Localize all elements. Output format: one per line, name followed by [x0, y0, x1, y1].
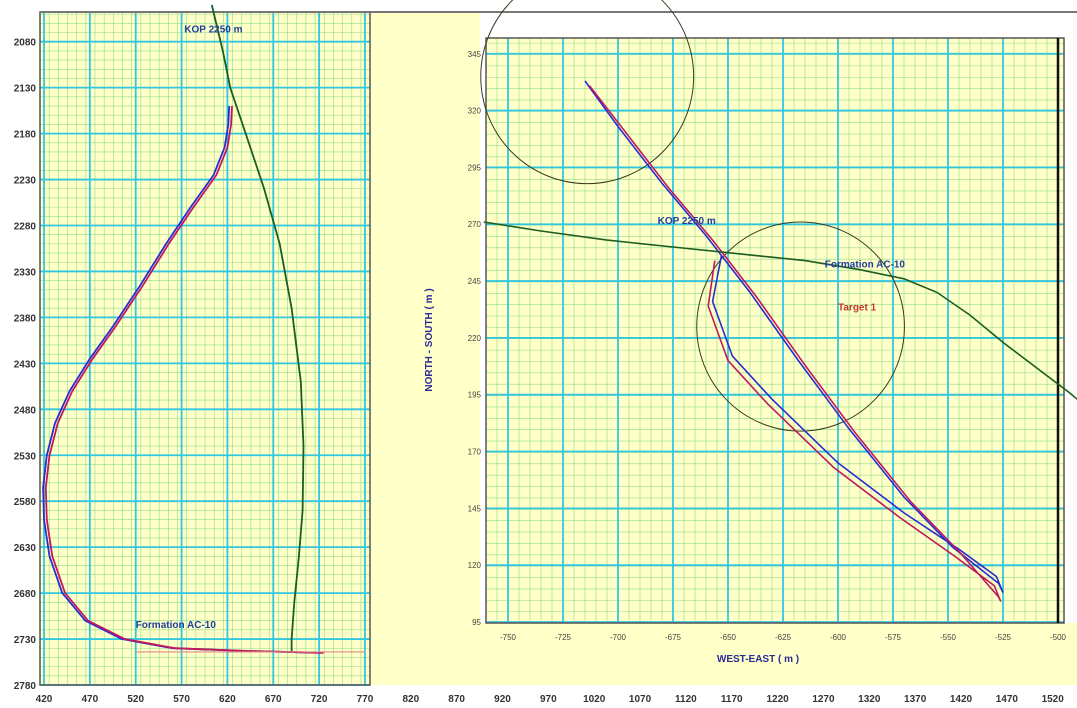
y-tick-label: 2080	[14, 38, 37, 49]
y-tick-label: 2680	[14, 589, 37, 600]
x-tick-label: 1220	[766, 694, 789, 705]
y-tick-label: 2580	[14, 497, 37, 508]
right-y-tick-label: 295	[468, 163, 482, 172]
right-x-tick-label: -650	[720, 633, 737, 642]
right-y-tick-label: 320	[468, 107, 482, 116]
x-tick-label: 1470	[996, 694, 1019, 705]
x-tick-label: 1120	[675, 694, 697, 705]
y-tick-label: 2480	[14, 405, 37, 416]
x-tick-label: 970	[540, 694, 557, 705]
annotations: KOP 2250 m Formation AC-10 KOP 2250 m Forma…	[136, 25, 906, 632]
x-tick-label: 620	[219, 694, 236, 705]
x-tick-label: 470	[82, 694, 99, 705]
tick-labels: 420 470 520 570 620 670 720 770 820 870 920 970 1020…	[14, 38, 1067, 705]
right-plot-area	[486, 38, 1064, 623]
y-tick-label: 2430	[14, 359, 37, 370]
x-tick-label: 720	[311, 694, 328, 705]
y-tick-label: 2380	[14, 313, 37, 324]
left-series-line-0	[210, 4, 305, 651]
left-panel-series	[42, 4, 365, 654]
y-tick-label: 2530	[14, 451, 37, 462]
y-tick-label: 2280	[14, 222, 37, 233]
middle-strip	[370, 12, 480, 685]
x-tick-label: 1020	[583, 694, 606, 705]
right-x-tick-label: -550	[940, 633, 957, 642]
right-y-tick-label: 245	[468, 277, 482, 286]
right-y-tick-label: 195	[468, 391, 482, 400]
right-x-tick-label: -750	[500, 633, 517, 642]
right-x-tick-label: -525	[995, 633, 1012, 642]
x-tick-label: 820	[402, 694, 419, 705]
right-x-tick-label: -625	[775, 633, 792, 642]
left-series-line-2	[44, 105, 324, 654]
x-tick-label: 420	[36, 694, 53, 705]
right-panel-grid	[485, 37, 1065, 624]
right-x-tick-label: -575	[885, 633, 902, 642]
x-tick-label: 920	[494, 694, 511, 705]
target-circle-0	[480, 0, 695, 185]
x-tick-label: 1170	[721, 694, 743, 705]
right-y-tick-label: 120	[468, 561, 482, 570]
x-tick-label: 670	[265, 694, 282, 705]
right-series-line-1	[588, 85, 1002, 602]
right-y-tick-label: 345	[468, 50, 482, 59]
right-x-tick-label: -600	[830, 633, 847, 642]
left-annotation: KOP 2250 m	[184, 25, 242, 36]
y-tick-label: 2730	[14, 635, 37, 646]
right-y-tick-label: 95	[472, 618, 481, 627]
left-series-line-1	[42, 105, 321, 654]
right-x-tick-label: -725	[555, 633, 572, 642]
left-annotation: Formation AC-10	[136, 620, 217, 631]
lower-strip	[370, 623, 1077, 685]
x-tick-label: 870	[448, 694, 465, 705]
right-panel-y-axis-label: NORTH - SOUTH ( m )	[424, 288, 435, 391]
right-plot-border	[485, 37, 1065, 624]
y-tick-label: 2630	[14, 543, 37, 554]
x-tick-label: 1270	[812, 694, 835, 705]
x-tick-label: 1420	[950, 694, 973, 705]
x-tick-label: 1320	[858, 694, 881, 705]
x-tick-label: 770	[357, 694, 374, 705]
right-x-tick-label: -700	[610, 633, 627, 642]
right-panel-series	[480, 0, 1077, 602]
right-y-tick-label: 145	[468, 504, 482, 513]
right-x-tick-label: -675	[665, 633, 682, 642]
right-annotation: Formation AC-10	[825, 259, 906, 270]
right-series-line-0	[584, 80, 1004, 593]
right-panel-x-axis-label: WEST-EAST ( m )	[717, 654, 799, 665]
right-y-tick-label: 220	[468, 334, 482, 343]
right-series-line-2	[483, 221, 1077, 401]
y-tick-label: 2780	[14, 681, 37, 692]
left-panel-grid	[39, 11, 1077, 686]
x-tick-label: 1520	[1042, 694, 1065, 705]
x-tick-label: 570	[173, 694, 190, 705]
y-tick-label: 2330	[14, 267, 37, 278]
target-circle-1	[696, 221, 905, 432]
right-annotation: KOP 2250 m	[658, 216, 716, 227]
right-y-tick-label: 270	[468, 220, 482, 229]
x-tick-label: 520	[127, 694, 144, 705]
right-annotation: Target 1	[838, 303, 877, 314]
y-tick-label: 2130	[14, 84, 37, 95]
right-x-tick-label: -500	[1050, 633, 1067, 642]
x-tick-label: 1070	[629, 694, 652, 705]
y-tick-label: 2230	[14, 176, 37, 187]
y-tick-label: 2180	[14, 130, 37, 141]
right-y-tick-label: 170	[468, 448, 482, 457]
x-tick-label: 1370	[904, 694, 927, 705]
